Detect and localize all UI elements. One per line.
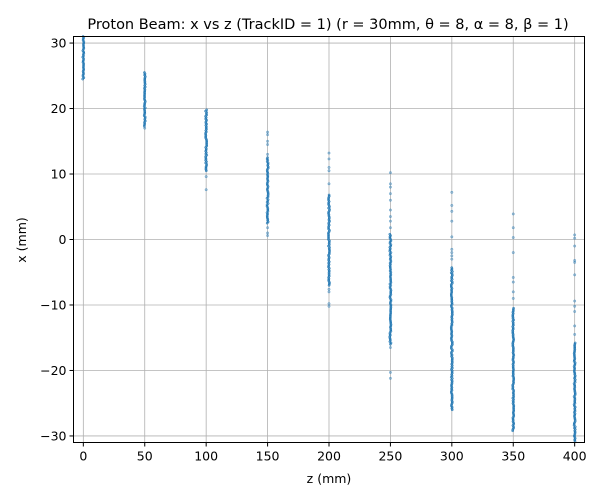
data-point [266,152,270,156]
data-point [450,209,454,213]
y-tick-label: −20 [40,363,66,378]
data-point [327,302,331,306]
y-tick-label: −10 [40,297,66,312]
x-tick-label: 100 [194,449,218,464]
data-point [450,203,454,207]
data-point [450,266,454,270]
data-point [511,276,515,279]
data-point [204,188,208,192]
data-point [388,192,392,196]
data-point [573,259,577,262]
data-point [327,290,331,294]
data-point [450,254,454,258]
data-point [388,232,392,236]
data-point [573,310,577,313]
data-point [573,341,577,345]
data-point [388,208,392,212]
x-tick-label: 300 [440,449,464,464]
data-point [266,234,270,238]
x-axis-label: z (mm) [307,471,352,486]
x-tick-label: 0 [79,449,87,464]
data-point [450,257,454,261]
data-point [388,185,392,189]
x-tick-label: 200 [317,449,341,464]
data-point [450,247,454,251]
data-points [81,35,577,443]
data-point [573,299,577,303]
data-point [266,130,270,134]
data-point [511,296,515,300]
data-point [450,190,454,194]
data-point [511,212,515,216]
data-point [327,151,331,155]
data-point [573,236,577,240]
data-point [327,157,331,161]
data-point [388,370,392,374]
data-point [388,198,392,202]
data-point [388,376,392,380]
y-tick-label: 10 [51,167,67,182]
data-point [511,280,515,284]
data-point [450,235,454,239]
data-point [327,166,331,169]
data-point [573,260,577,264]
data-point [450,219,454,223]
chart-title: Proton Beam: x vs z (TrackID = 1) (r = 3… [87,17,568,33]
data-point [388,219,392,223]
data-point [573,233,577,237]
data-point [143,126,147,130]
x-axis-ticks: 0 50 100 150 200 250 300 350 400 [79,442,587,464]
data-point [266,139,270,143]
y-tick-label: −30 [40,428,66,443]
data-point [511,290,515,294]
data-point [512,306,515,310]
y-axis-ticks: −30 −20 −10 0 10 20 30 [40,36,74,443]
data-point [450,251,454,255]
data-point [327,169,331,173]
data-point [204,175,208,179]
data-point [266,156,269,159]
x-tick-label: 50 [137,449,153,464]
data-point [266,231,270,235]
y-axis-label: x (mm) [14,217,29,262]
data-point [266,226,270,230]
data-point [266,133,270,137]
x-tick-label: 400 [563,449,587,464]
data-point [573,324,577,328]
data-point [327,193,331,197]
data-point [511,251,515,255]
x-tick-label: 250 [378,449,402,464]
y-tick-label: 0 [59,232,67,247]
data-point [388,346,392,349]
y-tick-label: 30 [51,36,67,51]
data-point [327,287,331,291]
y-tick-label: 20 [51,101,67,116]
data-point [327,182,331,186]
data-point [205,108,208,112]
data-point [511,236,515,239]
data-point [573,333,577,336]
data-point [573,244,577,248]
data-point [573,304,577,308]
data-point [388,182,392,186]
data-point [388,171,392,175]
x-tick-label: 150 [256,449,280,464]
data-point [143,71,146,74]
data-point [388,215,392,219]
data-point [388,226,392,230]
data-point [511,226,515,230]
data-point [266,143,270,146]
data-point [327,304,331,308]
data-point [573,273,577,277]
x-tick-label: 350 [501,449,525,464]
